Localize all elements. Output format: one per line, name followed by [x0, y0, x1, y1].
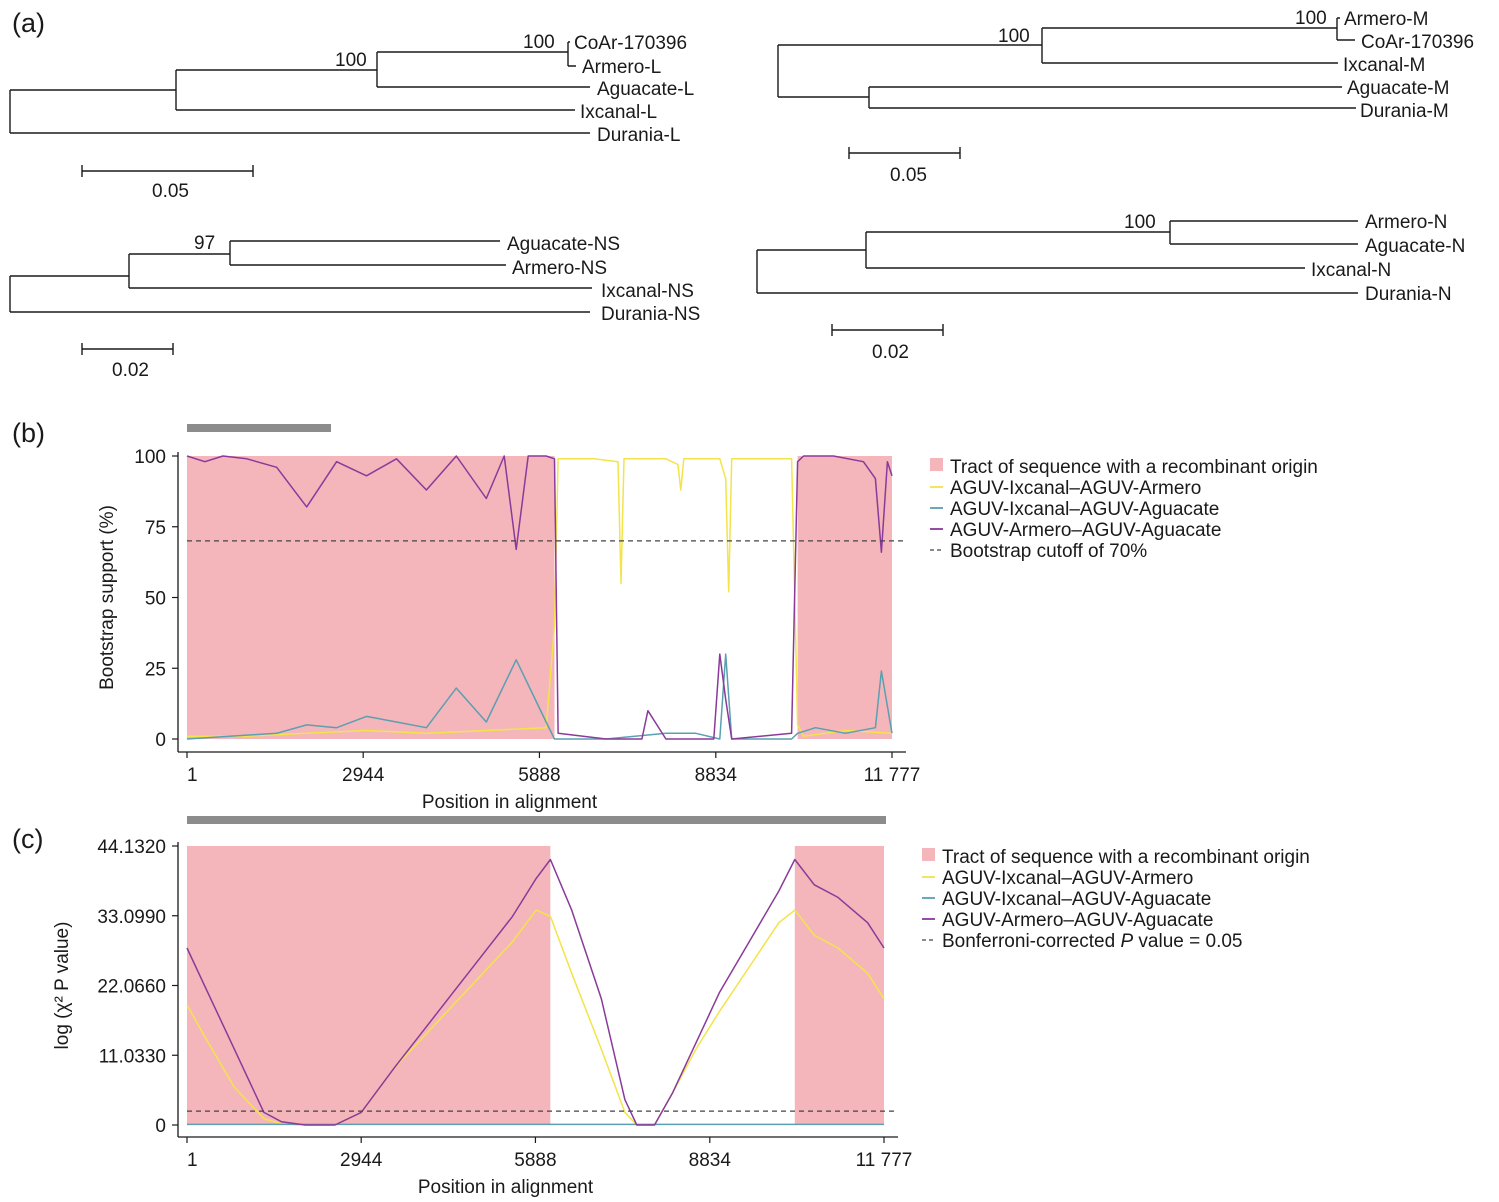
y-tick-label: 44.1320 [97, 837, 166, 858]
x-axis-title: Position in alignment [422, 792, 598, 813]
x-tick-label: 2944 [342, 765, 385, 786]
alignment-window-bar [187, 816, 886, 824]
tree-n-leaf: Ixcanal-N [1311, 260, 1391, 281]
legend-label: Bootstrap cutoff of 70% [950, 541, 1147, 562]
tree-l: 100 100 CoAr-170396 Armero-L Aguacate-L … [9, 32, 694, 202]
tree-m: 100 100 Armero-M CoAr-170396 Ixcanal-M A… [777, 8, 1474, 186]
series-line-ixcanal-armero [187, 458, 893, 737]
y-tick-label: 50 [145, 589, 166, 610]
y-tick-label: 11.0330 [99, 1046, 166, 1067]
tree-n-leaf: Aguacate-N [1365, 236, 1465, 257]
x-tick-label: 11 777 [864, 765, 921, 786]
panel-a-label: (a) [12, 8, 45, 38]
panel-c-label: (c) [12, 824, 43, 854]
tree-m-leaf: CoAr-170396 [1361, 32, 1474, 53]
tree-n-leaf: Durania-N [1365, 284, 1452, 305]
recombinant-tract [187, 846, 551, 1125]
tree-n-scale-label: 0.02 [872, 342, 909, 363]
x-tick-label: 8834 [695, 765, 738, 786]
tree-m-scale-label: 0.05 [890, 165, 927, 186]
tree-l-leaf: Aguacate-L [597, 79, 694, 100]
legend-swatch-tract [930, 458, 943, 471]
tree-l-scale-bar [81, 165, 254, 177]
tree-n-leaf: Armero-N [1365, 212, 1447, 233]
tree-l-leaf: Armero-L [582, 57, 661, 78]
y-tick-label: 100 [134, 447, 166, 468]
legend-label: Tract of sequence with a recombinant ori… [942, 847, 1310, 868]
tree-m-leaf: Durania-M [1360, 101, 1449, 122]
tree-m-leaf: Aguacate-M [1347, 78, 1449, 99]
y-tick-label: 75 [145, 518, 166, 539]
legend-label: AGUV-Armero–AGUV-Aguacate [950, 520, 1221, 541]
tree-l-bootstrap-1: 100 [335, 50, 367, 71]
tree-ns: 97 Aguacate-NS Armero-NS Ixcanal-NS Dura… [9, 233, 700, 381]
chart-c: 0 11.0330 22.0660 33.0990 44.1320 1 2944 5888 88… [52, 816, 1310, 1198]
tree-n-bootstrap-1: 100 [1124, 212, 1156, 233]
y-tick-label: 25 [145, 659, 166, 680]
legend-label: AGUV-Ixcanal–AGUV-Aguacate [942, 889, 1211, 910]
tree-ns-scale-label: 0.02 [112, 360, 149, 381]
recombinant-tract [187, 456, 555, 739]
tree-m-leaf: Ixcanal-M [1343, 55, 1425, 76]
tree-l-leaf: Durania-L [597, 125, 680, 146]
legend-label: Tract of sequence with a recombinant ori… [950, 457, 1318, 478]
y-tick-label: 0 [155, 730, 166, 751]
tree-ns-bootstrap-1: 97 [194, 233, 215, 254]
tree-l-bootstrap-2: 100 [523, 32, 555, 53]
legend: Tract of sequence with a recombinant ori… [922, 847, 1310, 952]
tree-m-bootstrap-1: 100 [998, 26, 1030, 47]
tree-m-leaf: Armero-M [1344, 9, 1428, 30]
tree-l-scale-label: 0.05 [152, 181, 189, 202]
legend-swatch-tract [922, 848, 935, 861]
y-tick-label: 22.0660 [97, 977, 166, 998]
series-line-armero-aguacate [186, 455, 893, 740]
x-tick-label: 11 777 [856, 1150, 913, 1171]
series-line-armero-aguacate [186, 858, 885, 1126]
tree-m-bootstrap-2: 100 [1295, 8, 1327, 29]
y-axis-title: log (χ² P value) [52, 922, 73, 1050]
recombinant-tract [797, 456, 892, 739]
recombinant-tract [794, 846, 884, 1125]
panel-b-label: (b) [12, 418, 45, 448]
legend-label: AGUV-Armero–AGUV-Aguacate [942, 910, 1213, 931]
legend: Tract of sequence with a recombinant ori… [930, 457, 1318, 562]
tree-ns-leaf: Ixcanal-NS [601, 281, 694, 302]
tree-l-leaf: Ixcanal-L [580, 102, 657, 123]
legend-label: Bonferroni-corrected P value = 0.05 [942, 931, 1243, 952]
tree-n-scale-bar [831, 324, 944, 336]
tree-m-scale-bar [848, 147, 961, 159]
x-axis-title: Position in alignment [418, 1177, 594, 1198]
y-tick-label: 33.0990 [97, 907, 166, 928]
tree-ns-leaf: Durania-NS [601, 304, 700, 325]
x-tick-label: 2944 [340, 1150, 383, 1171]
tree-n: 100 Armero-N Aguacate-N Ixcanal-N Durani… [756, 212, 1465, 363]
chart-b: 0 25 50 75 100 1 2944 5888 8834 11 777 Position in… [97, 424, 1318, 813]
tree-ns-leaf: Aguacate-NS [507, 234, 620, 255]
x-tick-label: 5888 [518, 765, 560, 786]
tree-ns-leaf: Armero-NS [512, 258, 607, 279]
y-axis-title: Bootstrap support (%) [97, 505, 118, 690]
legend-label: AGUV-Ixcanal–AGUV-Aguacate [950, 499, 1219, 520]
x-tick-label: 5888 [514, 1150, 556, 1171]
y-tick-label: 0 [155, 1116, 166, 1137]
tree-ns-scale-bar [81, 343, 174, 355]
tree-l-leaf: CoAr-170396 [574, 33, 687, 54]
legend-label: AGUV-Ixcanal–AGUV-Armero [942, 868, 1193, 889]
x-tick-label: 1 [187, 765, 198, 786]
x-tick-label: 8834 [689, 1150, 732, 1171]
x-tick-label: 1 [187, 1150, 198, 1171]
alignment-window-bar [187, 424, 331, 432]
legend-label: AGUV-Ixcanal–AGUV-Armero [950, 478, 1201, 499]
